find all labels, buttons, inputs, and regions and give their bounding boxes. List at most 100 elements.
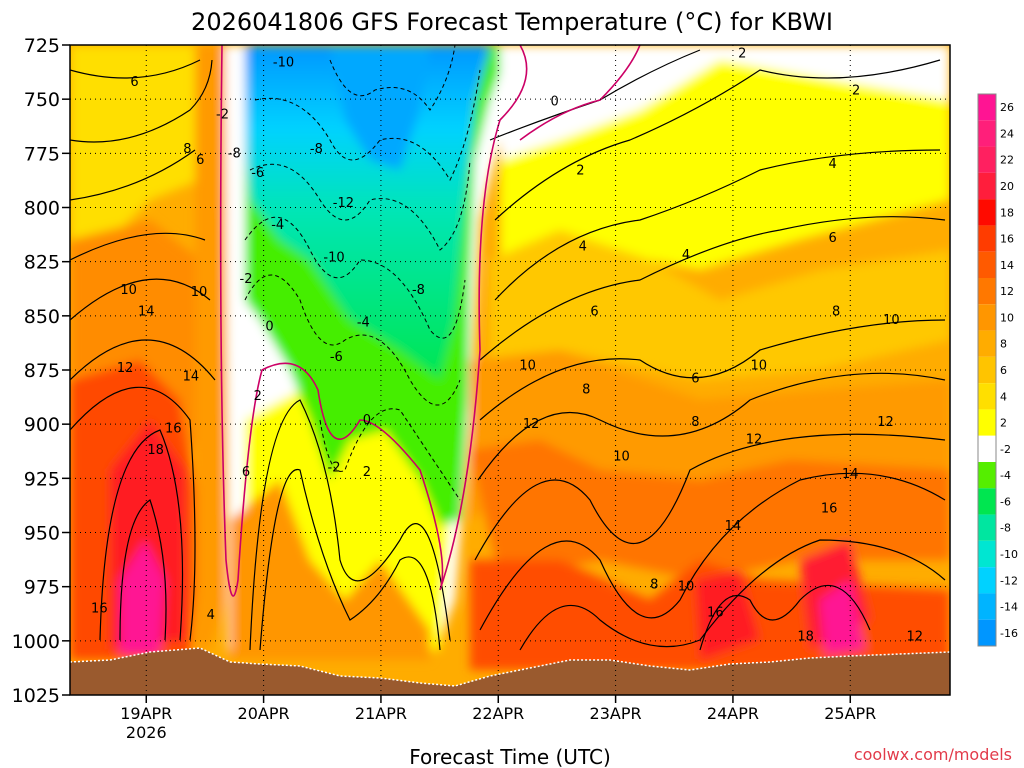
x-tick-label: 19APR — [120, 704, 172, 723]
contour-label: 2 — [852, 84, 860, 99]
contour-dashed-lines — [244, 45, 481, 501]
ground-edge — [70, 647, 950, 687]
contour-label: 4 — [829, 157, 837, 172]
contour-label: -6 — [330, 350, 343, 365]
contour-label: -4 — [357, 315, 370, 330]
colorbar-label: 16 — [1000, 233, 1014, 246]
contour-label: 10 — [120, 283, 137, 298]
contour-dashed — [319, 408, 461, 501]
contour-solid — [259, 468, 441, 651]
contour-dashed — [244, 274, 461, 406]
contour-label: -6 — [251, 166, 264, 181]
colorbar-swatch — [978, 172, 996, 200]
contour-solid — [477, 372, 946, 481]
field-cold-core — [245, 45, 490, 380]
field-pink-left — [120, 540, 165, 655]
contour-label: 6 — [242, 465, 250, 480]
colorbar-swatch — [978, 514, 996, 541]
colorbar-swatch — [978, 356, 996, 384]
colorbar-frame — [977, 93, 997, 647]
colorbar-label: -8 — [1000, 522, 1011, 535]
colorbar-swatch — [978, 120, 996, 147]
y-tick-label: 925 — [24, 468, 60, 490]
contour-label: 16 — [91, 601, 108, 616]
colorbar-swatch — [978, 94, 996, 121]
contour-label: 8 — [691, 415, 699, 430]
x-tick-label: 21APR — [355, 704, 407, 723]
x-tick-label: 23APR — [590, 704, 642, 723]
contour-label: 6 — [130, 75, 138, 90]
contour-label: 14 — [725, 519, 742, 534]
contour-label: 16 — [165, 422, 182, 437]
colorbar-swatch — [978, 488, 996, 515]
watermark-text: coolwx.com/models — [854, 745, 1012, 764]
colorbar-label: -16 — [1000, 627, 1018, 640]
contour-dashed — [249, 159, 471, 251]
contour-label: 0 — [363, 413, 371, 428]
contour-label: 8 — [183, 142, 191, 157]
colorbar-swatch — [978, 199, 996, 226]
colorbar-swatch — [978, 278, 996, 305]
colorbar-swatch — [978, 304, 996, 331]
contour-label: 10 — [519, 359, 536, 374]
colorbar-swatch — [978, 619, 996, 646]
colorbar-label: -14 — [1000, 601, 1018, 614]
x-tick-label: 20APR — [238, 704, 290, 723]
contour-solid — [70, 59, 213, 143]
colorbar-label: 8 — [1000, 338, 1007, 351]
field-yellow-upper-left — [70, 45, 215, 240]
contour-label: 10 — [750, 359, 767, 374]
contour-label: 14 — [138, 305, 155, 320]
y-tick-label: 900 — [24, 414, 60, 436]
contour-label: 10 — [191, 285, 208, 300]
contour-label: 2 — [254, 389, 262, 404]
field-pink-right — [820, 580, 865, 655]
contour-solid — [479, 216, 946, 361]
contour-label: 12 — [746, 432, 763, 447]
contour-solid — [99, 429, 184, 641]
colorbar-swatch — [978, 593, 996, 620]
contour-label: 12 — [877, 415, 894, 430]
field-goldenrod-right — [490, 230, 950, 380]
contour-label: 6 — [691, 372, 699, 387]
colorbar-label: 12 — [1000, 285, 1014, 298]
x-axis-label: Forecast Time (UTC) — [409, 745, 611, 768]
contour-zero — [519, 45, 641, 141]
colorbar-legend: 26 24 22 20 18 16 14 12 10 8 6 4 2 -2 -4 -6 -8 -10 -12 -14 -… — [977, 93, 1018, 647]
colorbar-label: -2 — [1000, 443, 1011, 456]
colorbar-swatch — [978, 540, 996, 568]
colorbar-label: 10 — [1000, 311, 1014, 324]
contour-label: 0 — [265, 320, 273, 335]
field-white-narrow — [225, 45, 245, 650]
contour-label: -10 — [323, 250, 344, 265]
y-tick-label: 725 — [24, 35, 60, 57]
colorbar-label: 14 — [1000, 259, 1014, 272]
contour-label: 16 — [707, 606, 724, 621]
contour-label: 10 — [883, 313, 900, 328]
contour-label: 18 — [797, 630, 814, 645]
contour-label: 12 — [523, 417, 540, 432]
field-yellow-right — [500, 60, 950, 300]
x-tick-label: 24APR — [707, 704, 759, 723]
colorbar-label: 2 — [1000, 417, 1007, 430]
contour-label: 14 — [842, 467, 859, 482]
colorbar-swatch — [978, 383, 996, 410]
contour-dashed — [244, 216, 466, 339]
contour-solid — [494, 59, 941, 221]
colorbar-swatch — [978, 435, 996, 462]
colorbar-label: 24 — [1000, 127, 1014, 140]
ground-terrain — [70, 648, 950, 695]
y-tick-label: 750 — [24, 89, 60, 111]
contour-solid — [249, 399, 451, 651]
x-tick-label: 22APR — [472, 704, 524, 723]
contour-dashed — [254, 69, 481, 182]
colorbar-label: 18 — [1000, 206, 1014, 219]
y-tick-label: 975 — [24, 577, 60, 599]
contour-solid — [474, 433, 946, 561]
contour-label: -12 — [333, 196, 354, 211]
field-deepred-right-a — [695, 570, 760, 660]
contour-solid — [494, 149, 941, 301]
contour-solid — [70, 59, 201, 79]
contour-label: 12 — [907, 630, 924, 645]
contour-solid — [479, 319, 946, 421]
